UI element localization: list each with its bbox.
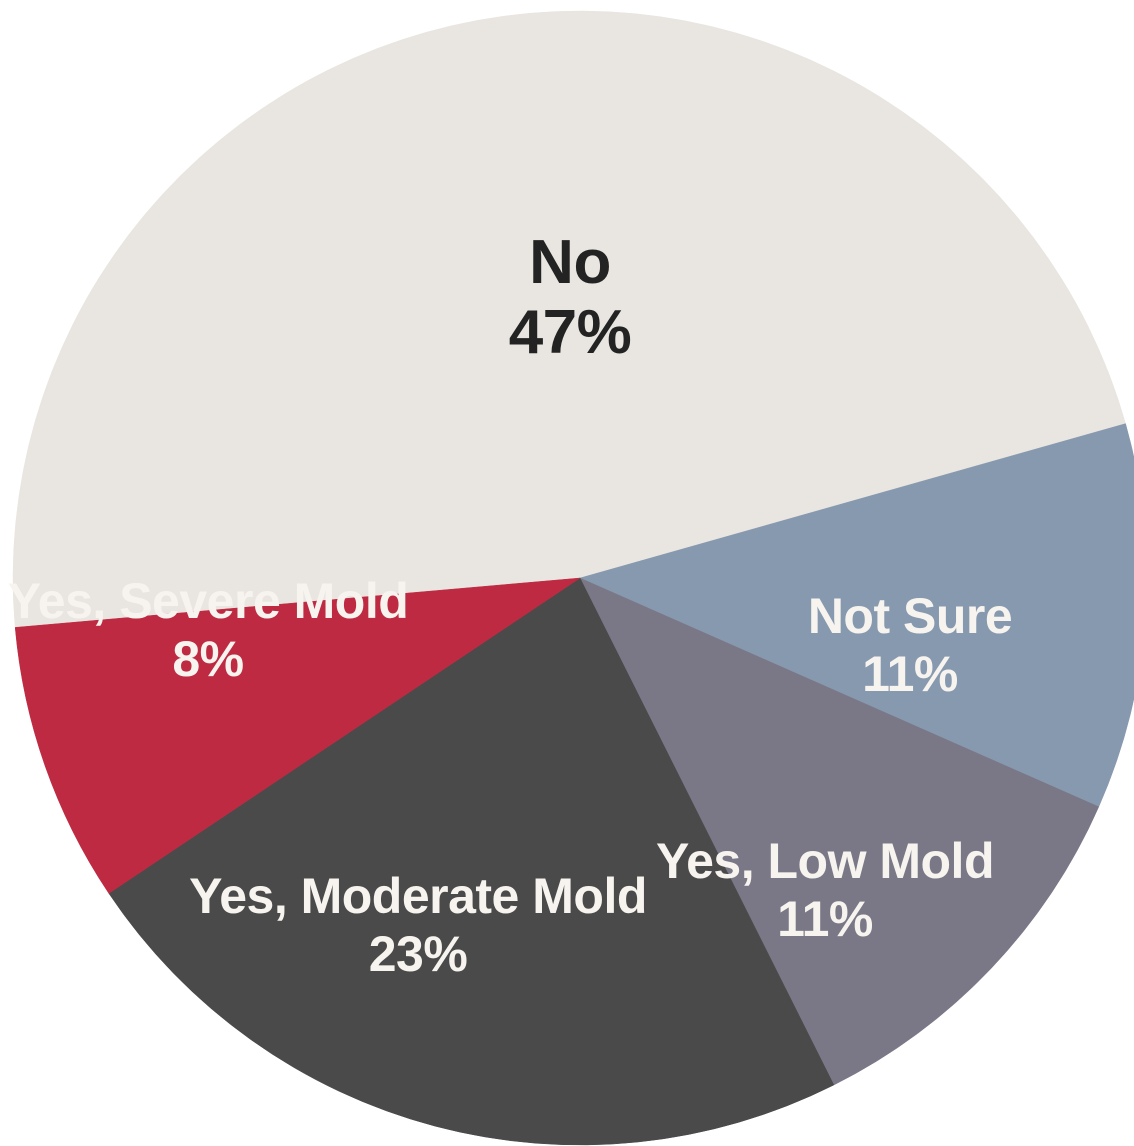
pie-slice-no (12, 10, 1126, 628)
pie-slice-not-sure (579, 423, 1134, 808)
slice-value-yes-low-mold: 11% (777, 891, 873, 947)
slice-value-not-sure: 11% (862, 646, 958, 702)
slice-label-yes-moderate-mold: Yes, Moderate Mold (189, 868, 647, 924)
slice-value-no: 47% (509, 298, 632, 367)
pie-slice-yes-severe-mold (14, 577, 581, 894)
slice-value-yes-moderate-mold: 23% (369, 926, 468, 982)
slice-label-yes-low-mold: Yes, Low Mold (656, 833, 994, 889)
slice-label-yes-severe-mold: Yes, Severe Mold (8, 573, 409, 629)
pie-slices (12, 10, 1134, 1146)
pie-slice-yes-moderate-mold (108, 577, 835, 1146)
pie-slice-yes-low-mold (579, 577, 1100, 1086)
slice-label-no: No (529, 228, 611, 297)
slice-label-not-sure: Not Sure (808, 588, 1012, 644)
slice-value-yes-severe-mold: 8% (172, 631, 243, 687)
